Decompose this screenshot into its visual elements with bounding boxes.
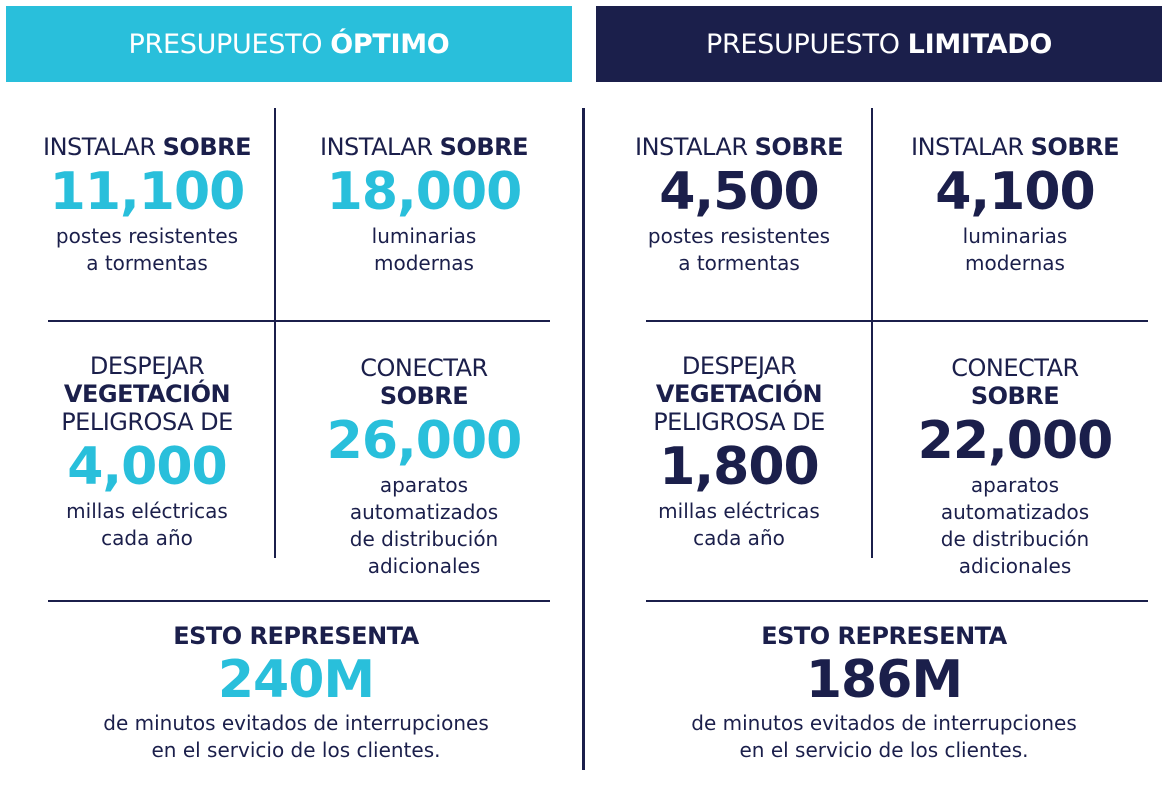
optimo-aparatos-desc-4: adicionales xyxy=(367,554,481,578)
limitado-vegetacion-number: 1,800 xyxy=(659,437,819,497)
optimo-middle-divider xyxy=(48,320,550,322)
optimo-banner: PRESUPUESTO ÓPTIMO xyxy=(6,6,572,82)
limitado-summary-label: ESTO REPRESENTA xyxy=(761,622,1007,650)
limitado-luminarias-pre: INSTALAR SOBRE xyxy=(911,133,1120,161)
limitado-aparatos-desc-3: de distribución xyxy=(940,527,1090,551)
optimo-vegetacion-line-3: PELIGROSA DE xyxy=(61,408,233,436)
limitado-postes-number: 4,500 xyxy=(659,162,819,222)
optimo-vegetacion-desc-2: cada año xyxy=(101,526,193,550)
limitado-banner: PRESUPUESTO LIMITADO xyxy=(596,6,1162,82)
limitado-middle-divider xyxy=(646,320,1148,322)
optimo-luminarias-desc-2: modernas xyxy=(374,251,474,275)
limitado-vertical-divider xyxy=(871,108,873,558)
optimo-postes-cell: INSTALAR SOBRE 11,100 postes resistentes… xyxy=(12,133,282,277)
limitado-postes-pre: INSTALAR SOBRE xyxy=(635,133,844,161)
limitado-aparatos-desc-4: adicionales xyxy=(958,554,1072,578)
optimo-luminarias-number: 18,000 xyxy=(326,162,523,222)
limitado-vegetacion-line-3: PELIGROSA DE xyxy=(653,408,825,436)
optimo-banner-bold: ÓPTIMO xyxy=(330,28,450,60)
center-divider xyxy=(582,108,585,770)
limitado-luminarias-cell: INSTALAR SOBRE 4,100 luminarias modernas xyxy=(880,133,1150,277)
limitado-summary-number: 186M xyxy=(805,650,963,710)
limitado-column: PRESUPUESTO LIMITADO INSTALAR SOBRE 4,50… xyxy=(596,0,1162,791)
limitado-luminarias-desc-2: modernas xyxy=(965,251,1065,275)
limitado-postes-desc-1: postes resistentes xyxy=(647,224,831,248)
optimo-summary: ESTO REPRESENTA 240M de minutos evitados… xyxy=(46,622,546,764)
limitado-aparatos-desc-1: aparatos xyxy=(970,473,1060,497)
limitado-luminarias-number: 4,100 xyxy=(935,162,1095,222)
optimo-postes-desc-1: postes resistentes xyxy=(55,224,239,248)
limitado-luminarias-desc-1: luminarias xyxy=(962,224,1068,248)
limitado-summary-desc-1: de minutos evitados de interrupciones xyxy=(691,711,1077,735)
optimo-aparatos-desc-3: de distribución xyxy=(349,527,499,551)
optimo-vegetacion-number: 4,000 xyxy=(67,437,227,497)
limitado-aparatos-line-1: CONECTAR xyxy=(951,354,1079,382)
optimo-aparatos-line-1: CONECTAR xyxy=(360,354,488,382)
limitado-vegetacion-line-2: VEGETACIÓN xyxy=(655,380,823,408)
limitado-bottom-divider xyxy=(646,600,1148,602)
limitado-banner-bold: LIMITADO xyxy=(907,28,1053,60)
limitado-summary: ESTO REPRESENTA 186M de minutos evitados… xyxy=(634,622,1134,764)
optimo-vegetacion-line-1: DESPEJAR xyxy=(89,352,205,380)
optimo-vegetacion-line-2: VEGETACIÓN xyxy=(63,380,231,408)
limitado-postes-desc-2: a tormentas xyxy=(678,251,800,275)
optimo-luminarias-cell: INSTALAR SOBRE 18,000 luminarias moderna… xyxy=(289,133,559,277)
optimo-luminarias-desc-1: luminarias xyxy=(371,224,477,248)
limitado-vegetacion-line-1: DESPEJAR xyxy=(681,352,797,380)
optimo-aparatos-cell: CONECTAR SOBRE 26,000 aparatos automatiz… xyxy=(289,354,559,580)
optimo-postes-desc-2: a tormentas xyxy=(86,251,208,275)
optimo-column: PRESUPUESTO ÓPTIMO INSTALAR SOBRE 11,100… xyxy=(6,0,572,791)
optimo-summary-label: ESTO REPRESENTA xyxy=(173,622,419,650)
optimo-banner-prefix: PRESUPUESTO xyxy=(128,28,323,60)
optimo-summary-number: 240M xyxy=(217,650,375,710)
limitado-aparatos-number: 22,000 xyxy=(917,411,1114,471)
optimo-aparatos-line-2: SOBRE xyxy=(379,382,469,410)
optimo-summary-desc-1: de minutos evitados de interrupciones xyxy=(103,711,489,735)
limitado-aparatos-desc-2: automatizados xyxy=(940,500,1090,524)
optimo-vegetacion-cell: DESPEJAR VEGETACIÓN PELIGROSA DE 4,000 m… xyxy=(12,352,282,552)
optimo-postes-pre: INSTALAR SOBRE xyxy=(43,133,252,161)
optimo-aparatos-desc-1: aparatos xyxy=(379,473,469,497)
optimo-postes-number: 11,100 xyxy=(49,162,246,222)
limitado-summary-desc-2: en el servicio de los clientes. xyxy=(739,738,1029,762)
optimo-summary-desc-2: en el servicio de los clientes. xyxy=(151,738,441,762)
optimo-vertical-divider xyxy=(274,108,276,558)
limitado-vegetacion-desc-1: millas eléctricas xyxy=(658,499,820,523)
limitado-aparatos-line-2: SOBRE xyxy=(970,382,1060,410)
optimo-vegetacion-desc-1: millas eléctricas xyxy=(66,499,228,523)
limitado-banner-prefix: PRESUPUESTO xyxy=(705,28,900,60)
limitado-vegetacion-desc-2: cada año xyxy=(693,526,785,550)
optimo-luminarias-pre: INSTALAR SOBRE xyxy=(320,133,529,161)
optimo-aparatos-desc-2: automatizados xyxy=(349,500,499,524)
optimo-bottom-divider xyxy=(48,600,550,602)
limitado-postes-cell: INSTALAR SOBRE 4,500 postes resistentes … xyxy=(604,133,874,277)
limitado-vegetacion-cell: DESPEJAR VEGETACIÓN PELIGROSA DE 1,800 m… xyxy=(604,352,874,552)
limitado-aparatos-cell: CONECTAR SOBRE 22,000 aparatos automatiz… xyxy=(880,354,1150,580)
optimo-aparatos-number: 26,000 xyxy=(326,411,523,471)
